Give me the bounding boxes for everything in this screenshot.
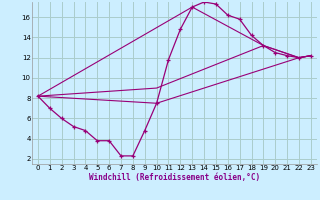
X-axis label: Windchill (Refroidissement éolien,°C): Windchill (Refroidissement éolien,°C) — [89, 173, 260, 182]
